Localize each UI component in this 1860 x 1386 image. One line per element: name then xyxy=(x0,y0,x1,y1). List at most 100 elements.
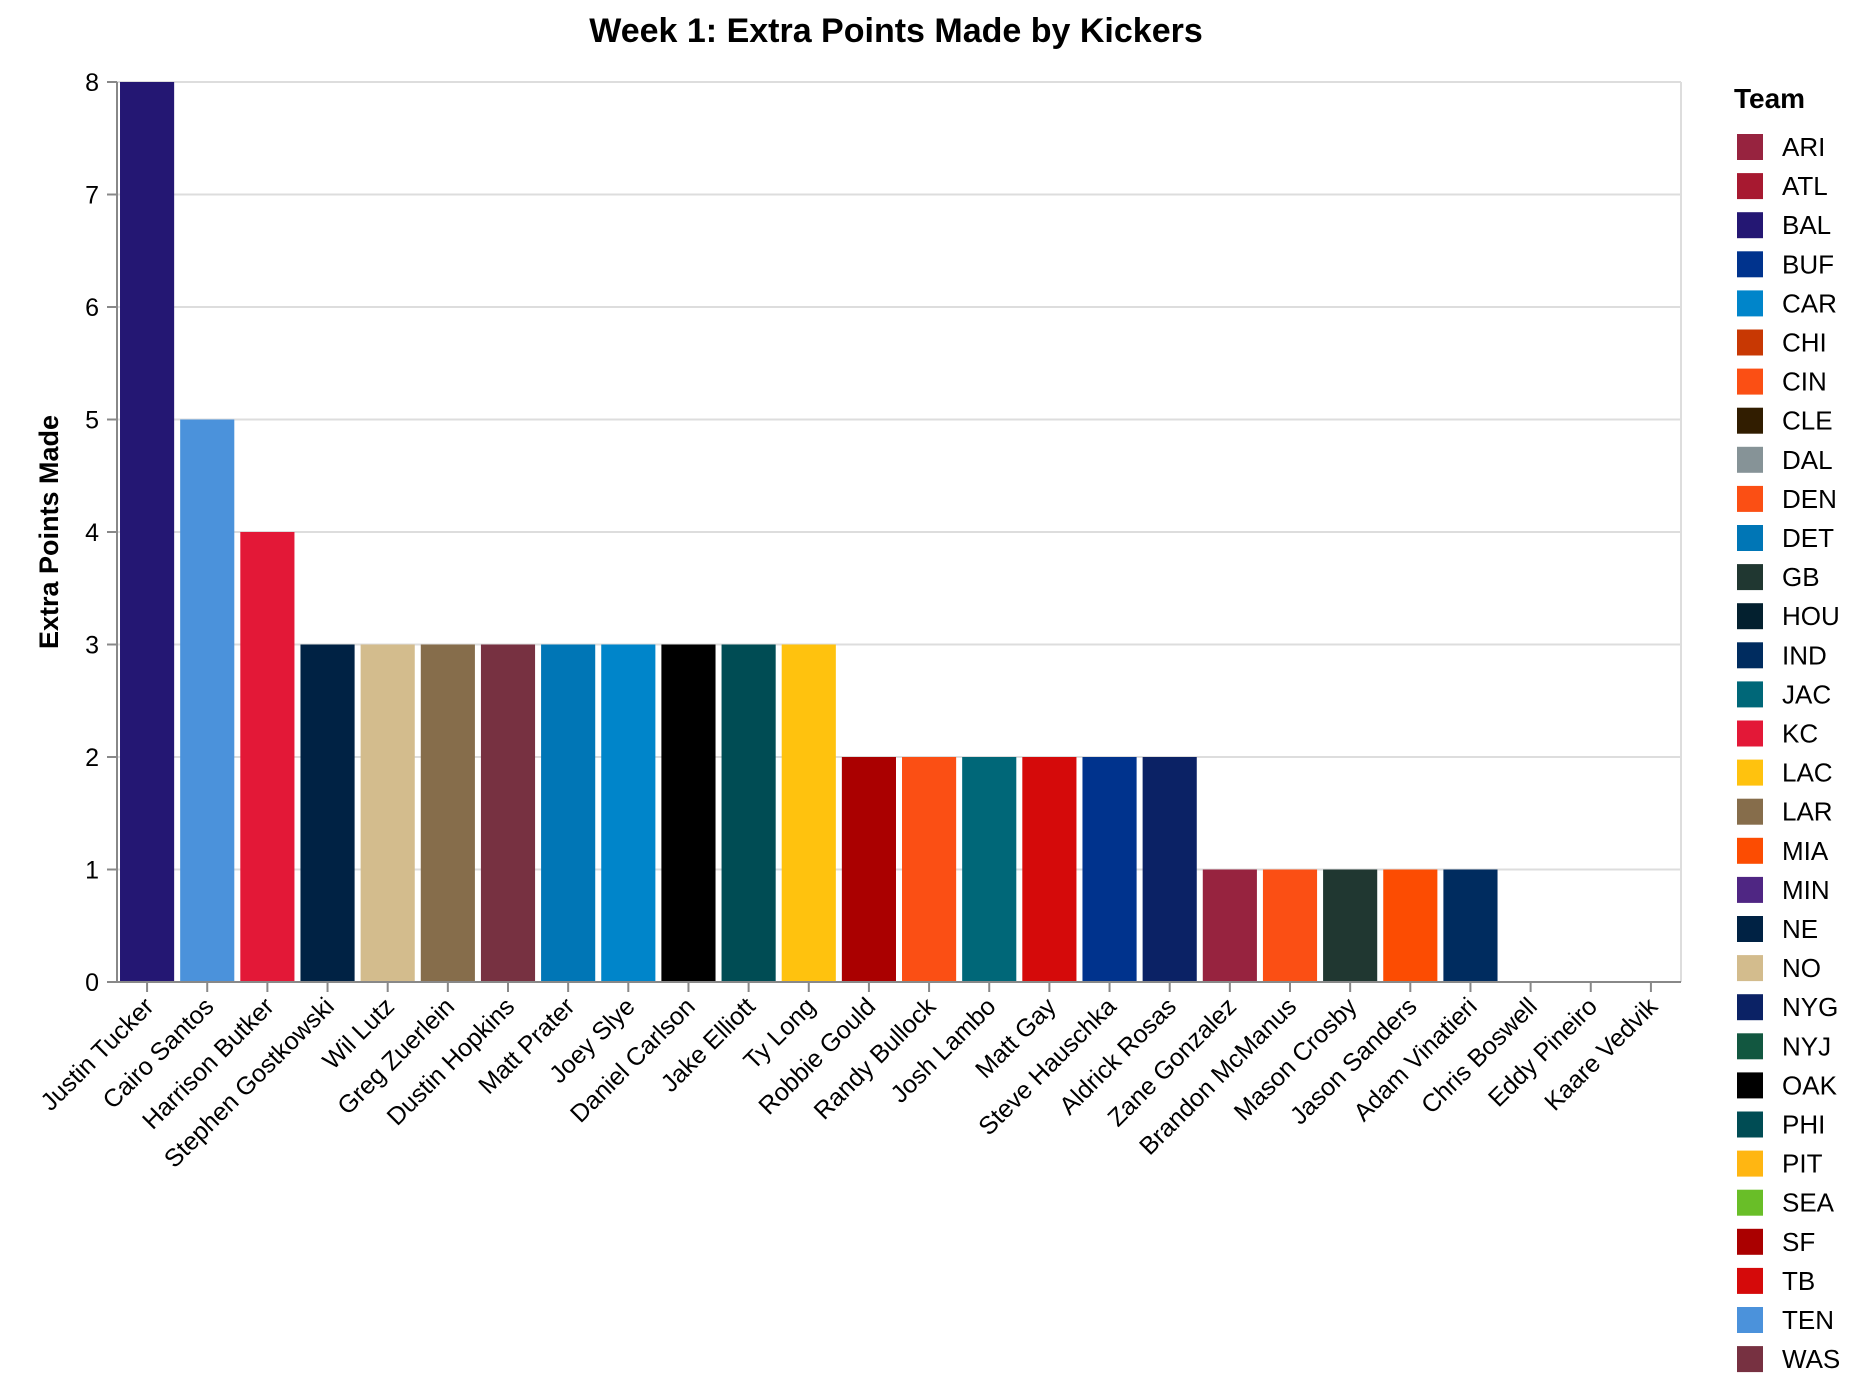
legend-swatch-ne xyxy=(1737,916,1763,942)
legend-swatch-gb xyxy=(1737,564,1763,591)
legend-label-min: MIN xyxy=(1782,875,1830,905)
legend-label-sf: SF xyxy=(1782,1227,1815,1257)
bar-justin-tucker xyxy=(120,82,175,982)
legend-swatch-nyj xyxy=(1737,1033,1763,1060)
y-tick-label: 2 xyxy=(85,744,99,772)
bar-jason-sanders xyxy=(1383,869,1438,982)
legend-swatch-mia xyxy=(1737,837,1763,864)
legend-swatch-cle xyxy=(1737,407,1763,434)
legend-swatch-ari xyxy=(1737,134,1763,160)
legend-swatch-lac xyxy=(1737,759,1763,786)
bar-randy-bullock xyxy=(902,757,957,982)
y-tick-label: 8 xyxy=(85,69,99,97)
bar-brandon-mcmanus xyxy=(1262,869,1318,982)
legend-swatch-ind xyxy=(1737,642,1763,669)
bar-ty-long xyxy=(781,644,836,982)
legend-swatch-den xyxy=(1737,485,1763,512)
bar-daniel-carlson xyxy=(661,644,716,982)
legend-label-jac: JAC xyxy=(1782,679,1831,709)
legend-label-bal: BAL xyxy=(1782,210,1831,240)
legend-label-cle: CLE xyxy=(1782,406,1833,436)
legend: Team ARI ATL BAL BUF CAR CHI CIN CLE DAL DEN DET GB… xyxy=(1734,83,1840,1374)
legend-label-dal: DAL xyxy=(1782,445,1833,475)
bar-dustin-hopkins xyxy=(480,644,536,982)
legend-swatch-phi xyxy=(1737,1111,1763,1138)
legend-swatch-nyg xyxy=(1737,994,1763,1021)
legend-swatch-buf xyxy=(1737,251,1763,278)
legend-swatch-lar xyxy=(1737,798,1763,825)
legend-label-ind: IND xyxy=(1782,640,1827,670)
y-tick-label: 0 xyxy=(85,969,99,997)
bar-mason-crosby xyxy=(1323,869,1378,982)
bar-matt-gay xyxy=(1022,757,1077,982)
legend-swatch-atl xyxy=(1737,173,1763,200)
legend-swatch-sea xyxy=(1737,1189,1763,1216)
legend-label-chi: CHI xyxy=(1782,328,1827,358)
legend-label-ari: ARI xyxy=(1782,132,1825,162)
bars xyxy=(120,82,1498,982)
legend-swatch-ten xyxy=(1737,1307,1763,1333)
legend-label-cin: CIN xyxy=(1782,367,1827,397)
y-tick-label: 7 xyxy=(85,182,99,210)
legend-swatch-no xyxy=(1737,955,1763,982)
legend-swatch-jac xyxy=(1737,681,1763,708)
legend-label-den: DEN xyxy=(1782,484,1837,514)
legend-label-was: WAS xyxy=(1782,1344,1840,1374)
legend-label-nyj: NYJ xyxy=(1782,1031,1831,1061)
legend-label-oak: OAK xyxy=(1782,1070,1838,1100)
bar-aldrick-rosas xyxy=(1142,757,1197,982)
legend-swatch-was xyxy=(1737,1346,1763,1373)
legend-label-car: CAR xyxy=(1782,288,1837,318)
chart-title: Week 1: Extra Points Made by Kickers xyxy=(589,12,1203,50)
legend-swatch-bal xyxy=(1737,212,1763,239)
bar-cairo-santos xyxy=(180,419,235,982)
legend-label-buf: BUF xyxy=(1782,249,1834,279)
legend-swatch-dal xyxy=(1737,446,1763,473)
legend-swatch-pit xyxy=(1737,1150,1763,1177)
legend-label-det: DET xyxy=(1782,523,1834,553)
legend-label-nyg: NYG xyxy=(1782,992,1838,1022)
legend-label-no: NO xyxy=(1782,953,1821,983)
legend-swatch-tb xyxy=(1737,1267,1763,1294)
y-tick-label: 3 xyxy=(85,632,99,660)
bar-matt-prater xyxy=(541,644,596,982)
legend-label-kc: KC xyxy=(1782,719,1818,749)
legend-swatch-det xyxy=(1737,525,1763,551)
legend-label-phi: PHI xyxy=(1782,1110,1825,1140)
legend-swatch-chi xyxy=(1737,329,1763,356)
legend-label-tb: TB xyxy=(1782,1266,1815,1296)
legend-swatch-sf xyxy=(1737,1228,1763,1255)
legend-label-ten: TEN xyxy=(1782,1305,1834,1335)
legend-title: Team xyxy=(1734,83,1805,114)
legend-label-ne: NE xyxy=(1782,914,1818,944)
bar-stephen-gostkowski xyxy=(300,644,355,982)
legend-label-lac: LAC xyxy=(1782,758,1833,788)
legend-label-pit: PIT xyxy=(1782,1149,1823,1179)
y-tick-label: 5 xyxy=(85,407,99,435)
bar-steve-hauschka xyxy=(1082,757,1137,982)
bar-adam-vinatieri xyxy=(1443,869,1498,982)
legend-label-hou: HOU xyxy=(1782,601,1840,631)
bar-harrison-butker xyxy=(240,532,295,982)
legend-label-atl: ATL xyxy=(1782,171,1828,201)
y-tick-label: 4 xyxy=(85,519,99,547)
y-tick-label: 6 xyxy=(85,294,99,322)
legend-label-sea: SEA xyxy=(1782,1188,1835,1218)
legend-swatch-oak xyxy=(1737,1072,1763,1099)
bar-greg-zuerlein xyxy=(420,644,475,982)
legend-swatch-min xyxy=(1737,876,1763,903)
bar-zane-gonzalez xyxy=(1202,869,1257,982)
bar-wil-lutz xyxy=(360,644,415,982)
legend-swatch-kc xyxy=(1737,720,1763,747)
y-tick-label: 1 xyxy=(85,857,99,885)
legend-swatch-cin xyxy=(1737,368,1763,395)
bar-joey-slye xyxy=(601,644,656,982)
legend-swatch-car xyxy=(1737,290,1763,317)
bar-robbie-gould xyxy=(841,757,896,982)
bar-josh-lambo xyxy=(962,757,1017,982)
legend-label-gb: GB xyxy=(1782,562,1820,592)
legend-swatch-hou xyxy=(1737,603,1763,630)
legend-label-lar: LAR xyxy=(1782,797,1833,827)
y-axis-title: Extra Points Made xyxy=(34,415,64,649)
